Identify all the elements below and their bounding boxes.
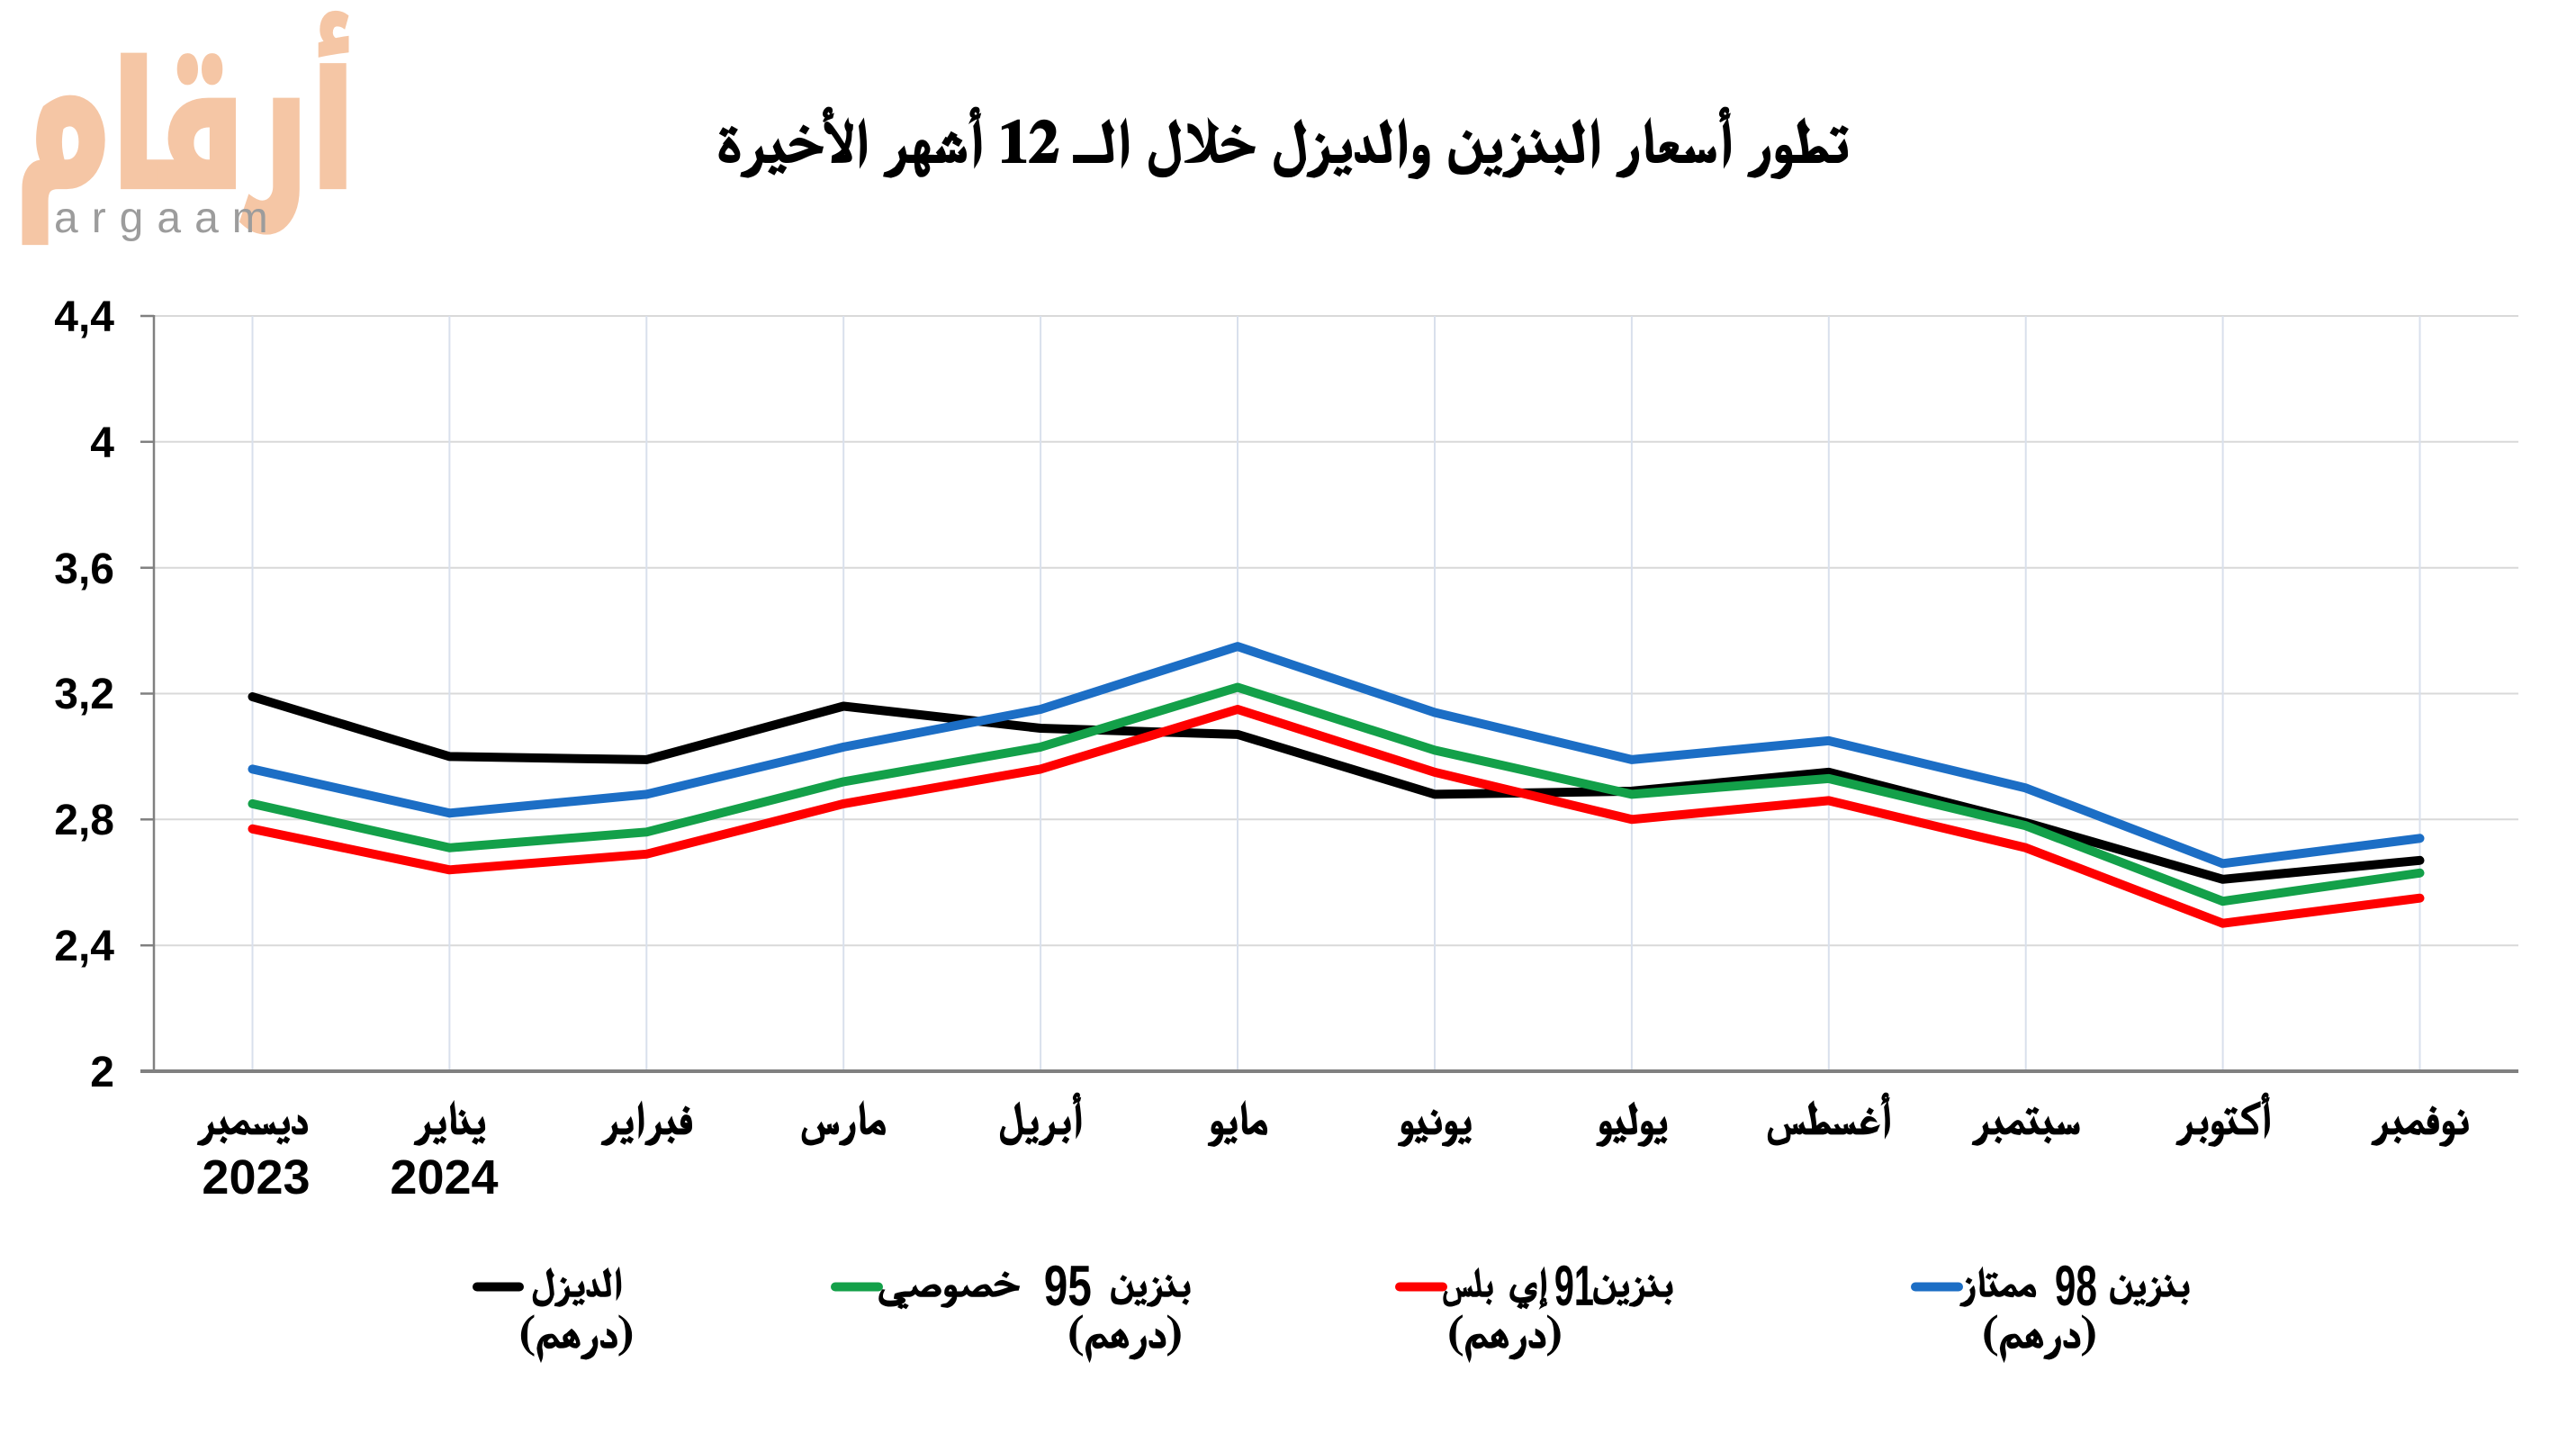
svg-text:2024: 2024 — [390, 1150, 498, 1204]
svg-text:2,4: 2,4 — [54, 923, 114, 970]
svg-text:2,8: 2,8 — [54, 797, 114, 844]
svg-text:2023: 2023 — [202, 1150, 310, 1204]
svg-text:4,4: 4,4 — [54, 293, 114, 341]
svg-text:3,6: 3,6 — [54, 546, 114, 593]
svg-text:argaam: argaam — [54, 194, 282, 242]
svg-text:4: 4 — [90, 419, 114, 467]
svg-text:3,2: 3,2 — [54, 671, 114, 718]
svg-text:2: 2 — [90, 1049, 114, 1096]
